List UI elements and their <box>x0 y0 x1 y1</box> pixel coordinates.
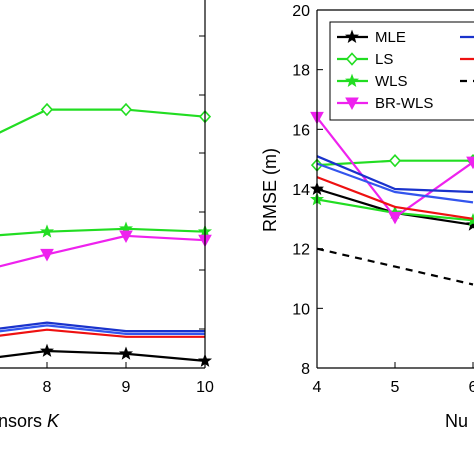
legend-items: MLE LS WLS BR-WLS <box>337 29 474 112</box>
legend: MLE LS WLS BR-WLS <box>329 21 474 121</box>
right-series-3-point-1 <box>388 211 402 225</box>
left-x-tick-label: 9 <box>122 379 131 396</box>
legend-marker <box>344 29 360 44</box>
right-x-axis-label: Nu <box>445 411 468 431</box>
legend-label: WLS <box>375 73 408 90</box>
left-series-line-6 <box>0 328 205 338</box>
left-x-tick-label: 8 <box>43 379 52 396</box>
right-x-tick-label: 4 <box>313 379 322 396</box>
left-series-0-point-1 <box>39 343 55 357</box>
right-y-tick-label: 12 <box>292 242 310 259</box>
left-series-line-1 <box>0 108 206 134</box>
right-series-line-6 <box>316 176 474 220</box>
left-series-line-5 <box>0 324 205 335</box>
left-series-line-0 <box>0 349 206 362</box>
left-series-3-point-1 <box>40 248 54 262</box>
right-series-line-7 <box>316 247 474 286</box>
left-ticks: 8 9 10 <box>43 35 214 396</box>
legend-label: MLE <box>375 29 406 46</box>
right-series-group <box>309 111 474 286</box>
left-series-group <box>0 102 213 367</box>
left-series-3-point-2 <box>119 230 133 243</box>
right-series-line-5 <box>316 162 474 204</box>
left-series-1-point-2 <box>119 102 133 117</box>
right-series-line-3 <box>316 116 474 219</box>
legend-marker <box>344 73 360 88</box>
right-panel: 8 10 12 14 16 18 20 4 5 6 RMSE (m) Nu MLE LS WLS BR-… <box>260 3 474 431</box>
right-y-tick-label: 16 <box>292 122 310 139</box>
left-x-axis-label: nsors K <box>0 411 60 431</box>
right-series-1-point-1 <box>388 153 402 168</box>
right-y-tick-label: 8 <box>301 361 310 378</box>
legend-marker <box>345 52 359 66</box>
left-series-1-point-1 <box>40 102 54 117</box>
left-series-line-3 <box>0 234 206 268</box>
left-series-2-point-1 <box>39 224 55 238</box>
right-y-axis-label: RMSE (m) <box>260 148 280 232</box>
right-y-tick-label: 18 <box>292 63 310 80</box>
right-ticks: 8 10 12 14 16 18 20 4 5 6 <box>292 3 474 396</box>
legend-label: BR-WLS <box>375 95 433 112</box>
right-series-line-4 <box>316 155 474 194</box>
left-series-line-4 <box>0 321 205 333</box>
right-y-tick-label: 14 <box>292 182 310 199</box>
left-x-tick-label: 10 <box>196 379 214 396</box>
right-x-tick-label: 5 <box>391 379 400 396</box>
right-series-3-point-2 <box>466 156 474 170</box>
right-y-tick-label: 10 <box>292 301 310 318</box>
right-x-tick-label: 6 <box>469 379 474 396</box>
right-y-tick-label: 20 <box>292 3 310 20</box>
left-panel: 8 9 10 nsors K <box>0 0 214 431</box>
left-series-0-point-2 <box>118 346 134 360</box>
left-series-line-2 <box>0 227 206 237</box>
legend-marker <box>345 97 359 111</box>
legend-label: LS <box>375 51 393 68</box>
